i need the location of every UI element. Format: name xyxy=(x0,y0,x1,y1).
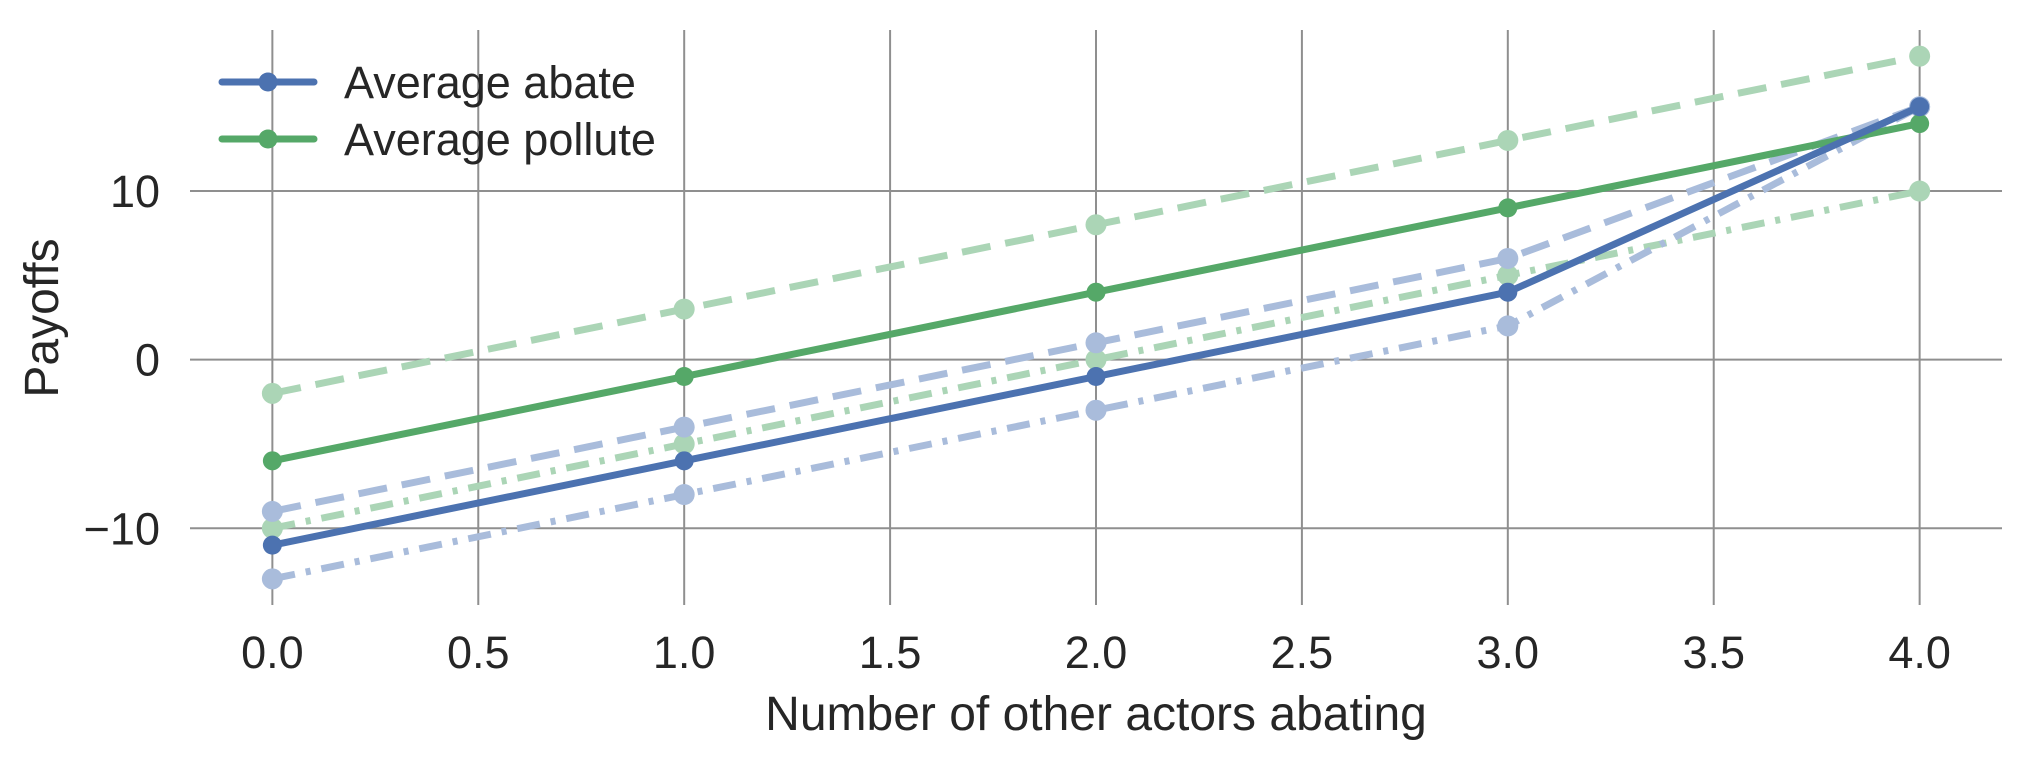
pollute-mean-marker xyxy=(262,451,282,471)
legend-marker-pollute xyxy=(258,129,278,149)
x-tick-label: 2.5 xyxy=(1271,627,1334,678)
abate-mean-marker xyxy=(1086,367,1106,387)
abate-mean-marker xyxy=(674,451,694,471)
pollute-lower-bound-marker xyxy=(1909,180,1931,202)
pollute-upper-bound-marker xyxy=(1909,45,1931,67)
pollute-lower-bound-marker xyxy=(1497,264,1519,286)
abate-lower-bound-marker xyxy=(673,484,695,506)
abate-lower-bound-marker xyxy=(1497,315,1519,337)
abate-upper-bound-marker xyxy=(261,500,283,522)
x-tick-labels: 0.0 0.5 1.0 1.5 2.0 2.5 3.0 3.5 4.0 xyxy=(241,627,1951,678)
abate-mean-marker xyxy=(1498,282,1518,302)
legend-label-average-pollute: Average pollute xyxy=(344,114,656,165)
x-axis-label: Number of other actors abating xyxy=(765,688,1427,741)
y-tick-label: 0 xyxy=(135,335,160,386)
abate-mean-marker xyxy=(1910,97,1930,117)
abate-lower-bound-line xyxy=(271,103,1922,583)
y-tick-labels: 10 0 −10 xyxy=(84,166,160,554)
x-tick-label: 1.0 xyxy=(653,627,716,678)
abate-lower-bound-marker xyxy=(1085,399,1107,421)
legend-label-average-abate: Average abate xyxy=(344,57,636,108)
pollute-lower-bound-marker xyxy=(673,433,695,455)
pollute-upper-bound-marker xyxy=(1497,129,1519,151)
x-tick-label: 2.0 xyxy=(1065,627,1128,678)
pollute-mean-marker xyxy=(1086,282,1106,302)
pollute-lower-bound-marker xyxy=(261,517,283,539)
series-abate-mean xyxy=(262,97,1930,555)
pollute-upper-bound-marker xyxy=(261,382,283,404)
series-lines xyxy=(261,45,1931,590)
pollute-upper-bound-marker xyxy=(673,298,695,320)
y-tick-label: −10 xyxy=(84,503,160,554)
pollute-upper-bound-marker xyxy=(1085,214,1107,236)
pollute-lower-bound-marker xyxy=(1085,349,1107,371)
x-tick-label: 1.5 xyxy=(859,627,922,678)
legend: Average abate Average pollute xyxy=(218,57,656,165)
legend-item-average-abate: Average abate xyxy=(218,57,636,108)
series-pollute-upper-bound xyxy=(261,45,1931,404)
series-pollute-lower-bound xyxy=(261,180,1931,539)
abate-lower-bound-marker xyxy=(261,568,283,590)
legend-marker-abate xyxy=(258,72,278,92)
y-tick-label: 10 xyxy=(110,166,160,217)
pollute-mean-marker xyxy=(1498,198,1518,218)
pollute-lower-bound-line xyxy=(271,187,1921,532)
abate-upper-bound-marker xyxy=(1085,332,1107,354)
pollute-mean-marker xyxy=(1910,114,1930,134)
legend-item-average-pollute: Average pollute xyxy=(218,114,656,165)
x-tick-label: 3.0 xyxy=(1477,627,1540,678)
x-tick-label: 4.0 xyxy=(1888,627,1951,678)
x-tick-label: 3.5 xyxy=(1682,627,1745,678)
abate-mean-marker xyxy=(262,535,282,555)
y-axis-label: Payoffs xyxy=(16,238,69,397)
x-tick-label: 0.5 xyxy=(447,627,510,678)
pollute-mean-marker xyxy=(674,367,694,387)
abate-upper-bound-marker xyxy=(673,416,695,438)
series-pollute-mean xyxy=(262,114,1930,471)
x-tick-label: 0.0 xyxy=(241,627,304,678)
abate-upper-bound-marker xyxy=(1497,247,1519,269)
